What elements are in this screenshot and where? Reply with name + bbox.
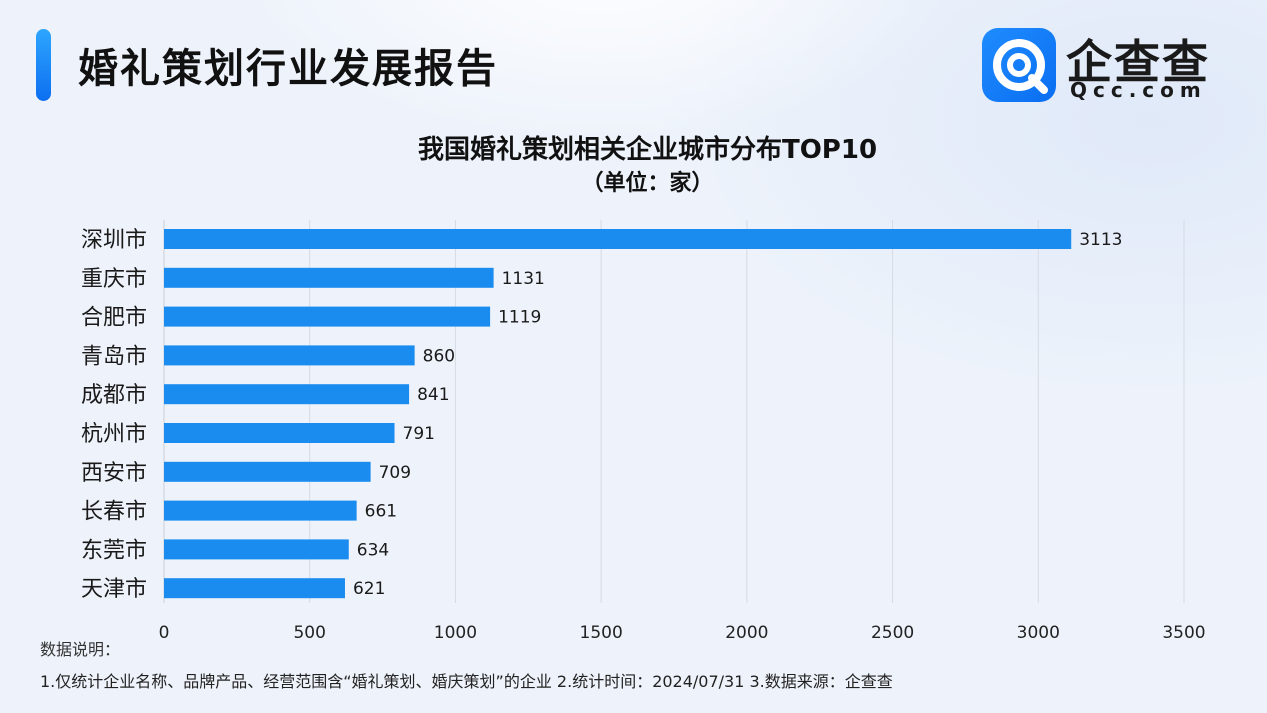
title-accent-bar — [36, 29, 51, 101]
bar — [164, 345, 415, 366]
notes-label: 数据说明： — [40, 640, 121, 659]
x-tick-label: 2000 — [725, 623, 768, 643]
data-label: 1131 — [502, 269, 545, 289]
data-label: 1119 — [498, 308, 541, 328]
report-title: 婚礼策划行业发展报告 — [78, 46, 498, 92]
logo-name: 企查查 — [1066, 35, 1210, 89]
qcc-logo-icon — [982, 28, 1056, 102]
bar — [164, 539, 349, 560]
category-label: 青岛市 — [81, 344, 147, 369]
qcc-logo: 企查查 Qcc.com — [982, 28, 1222, 104]
bar — [164, 461, 371, 482]
category-label: 长春市 — [81, 500, 147, 525]
bar — [164, 578, 345, 599]
x-tick-label: 3500 — [1162, 623, 1205, 643]
data-label: 3113 — [1079, 230, 1122, 250]
category-label: 合肥市 — [81, 306, 147, 331]
x-tick-label: 0 — [159, 623, 170, 643]
x-tick-label: 1000 — [434, 623, 477, 643]
category-label: 深圳市 — [81, 228, 147, 253]
data-label: 791 — [403, 424, 435, 444]
data-label: 860 — [423, 346, 455, 366]
x-tick-label: 3000 — [1017, 623, 1060, 643]
chart-title: 我国婚礼策划相关企业城市分布TOP10 — [417, 135, 878, 165]
x-tick-label: 500 — [293, 623, 325, 643]
x-tick-label: 2500 — [871, 623, 914, 643]
data-label: 709 — [379, 463, 411, 483]
notes-text: 1.仅统计企业名称、品牌产品、经营范围含“婚礼策划、婚庆策划”的企业 2.统计时… — [40, 672, 893, 691]
chart-subtitle: （单位：家） — [581, 171, 714, 196]
category-label: 东莞市 — [81, 538, 147, 563]
data-label: 661 — [365, 502, 397, 522]
bar — [164, 229, 1072, 249]
data-label: 621 — [353, 579, 385, 599]
bar — [164, 423, 395, 443]
data-label: 841 — [417, 385, 449, 405]
data-label: 634 — [357, 540, 389, 560]
category-label: 杭州市 — [81, 422, 147, 447]
category-label: 成都市 — [81, 383, 147, 408]
category-label: 天津市 — [81, 577, 147, 602]
bar — [164, 500, 357, 521]
category-label: 西安市 — [81, 461, 147, 486]
bar — [164, 267, 494, 288]
category-label: 重庆市 — [81, 267, 147, 292]
bar — [164, 306, 491, 327]
x-tick-label: 1500 — [580, 623, 623, 643]
bar — [164, 384, 410, 405]
logo-domain: Qcc.com — [1070, 78, 1207, 102]
